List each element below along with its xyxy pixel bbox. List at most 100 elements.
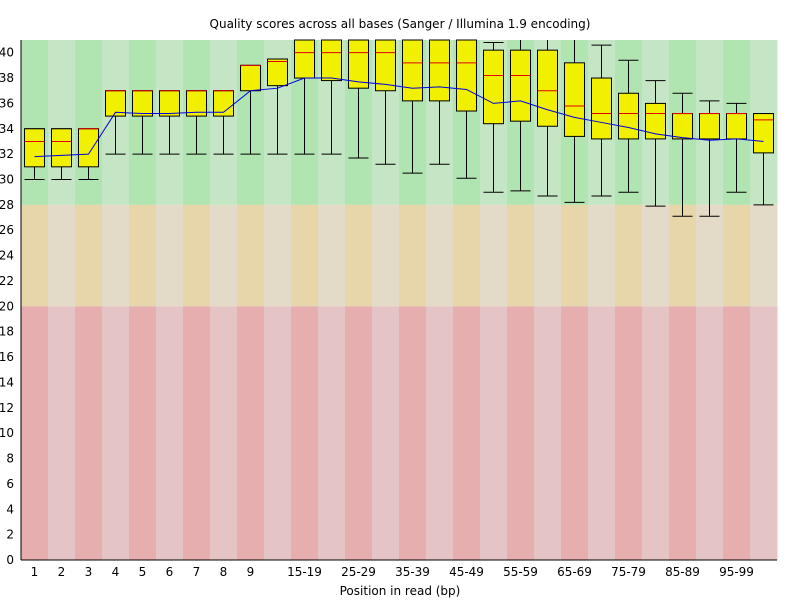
box-3 [78,128,99,181]
y-tick-label: 38 [0,71,14,85]
band-cell [291,204,319,307]
band-cell [507,204,535,307]
y-tick-label: 28 [0,198,14,212]
band-cell [75,204,103,307]
box-6 [159,90,180,155]
iqr-box [483,49,504,125]
iqr-box [645,102,666,140]
band-cell [561,204,589,307]
band-cell [372,204,400,307]
band-cell [588,204,616,307]
band-cell [534,306,562,560]
x-tick-label: 25-29 [341,565,376,579]
band-cell [237,306,265,560]
box-series [24,39,774,217]
band-cell [615,306,643,560]
box-26 [699,100,720,217]
iqr-box [537,49,558,127]
x-tick-label: 7 [193,565,201,579]
box-11 [294,39,315,155]
band-cell [75,40,103,205]
x-tick-label: 15-19 [287,565,322,579]
band-cell [48,306,76,560]
y-tick-label: 18 [0,325,14,339]
band-cell [291,306,319,560]
band-cell [21,204,49,307]
band-cell [156,306,184,560]
band-cell [318,204,346,307]
band-cell [21,306,49,560]
y-tick-label: 10 [0,426,14,440]
band-cell [534,204,562,307]
band-cell [426,204,454,307]
box-12 [321,39,342,155]
y-tick-label: 6 [6,477,14,491]
band-cell [507,306,535,560]
mean-line-group [34,77,764,158]
band-cell [642,306,670,560]
band-cell [399,306,427,560]
band-cell [480,306,508,560]
y-tick-label: 12 [0,401,14,415]
x-tick-label: 6 [166,565,174,579]
y-tick-label: 24 [0,249,14,263]
band-cell [372,306,400,560]
band-cell [669,204,697,307]
band-cell [183,306,211,560]
iqr-box [348,39,369,89]
box-16 [429,39,450,165]
iqr-box [24,128,45,168]
band-cell [750,204,778,307]
band-cell [264,204,292,307]
x-tick-label: 3 [85,565,93,579]
band-cell [318,306,346,560]
y-tick-label: 4 [6,502,14,516]
band-cell [48,40,76,205]
background-bands [21,40,778,560]
box-9 [240,64,261,155]
box-25 [672,92,693,217]
iqr-box [51,128,72,168]
x-tick-label: 1 [31,565,39,579]
iqr-box [321,39,342,82]
iqr-box [510,49,531,122]
box-20 [537,40,558,197]
x-tick-label: 75-79 [611,565,646,579]
band-cell [426,306,454,560]
x-tick-label: 2 [58,565,66,579]
band-cell [642,204,670,307]
y-tick-label: 26 [0,223,14,237]
box-28 [753,113,774,206]
iqr-box [240,64,261,92]
box-10 [267,58,288,155]
band-cell [615,204,643,307]
iqr-box [375,39,396,92]
box-4 [105,90,126,155]
box-19 [510,40,531,192]
iqr-box [267,58,288,87]
mean-line [34,77,764,158]
chart-title: Quality scores across all bases (Sanger … [210,17,591,31]
iqr-box [672,113,693,140]
box-18 [483,42,504,193]
iqr-box [132,90,153,117]
x-tick-label: 45-49 [449,565,484,579]
band-cell [345,204,373,307]
iqr-box [159,90,180,117]
band-cell [480,204,508,307]
band-cell [102,306,130,560]
iqr-box [402,39,423,102]
band-cell [237,204,265,307]
band-cell [264,306,292,560]
band-cell [129,306,157,560]
box-27 [726,102,747,193]
band-cell [75,306,103,560]
iqr-box [294,39,315,79]
band-cell [345,306,373,560]
band-cell [723,204,751,307]
iqr-box [78,128,99,168]
box-14 [375,39,396,165]
box-13 [348,39,369,159]
iqr-box [429,39,450,102]
